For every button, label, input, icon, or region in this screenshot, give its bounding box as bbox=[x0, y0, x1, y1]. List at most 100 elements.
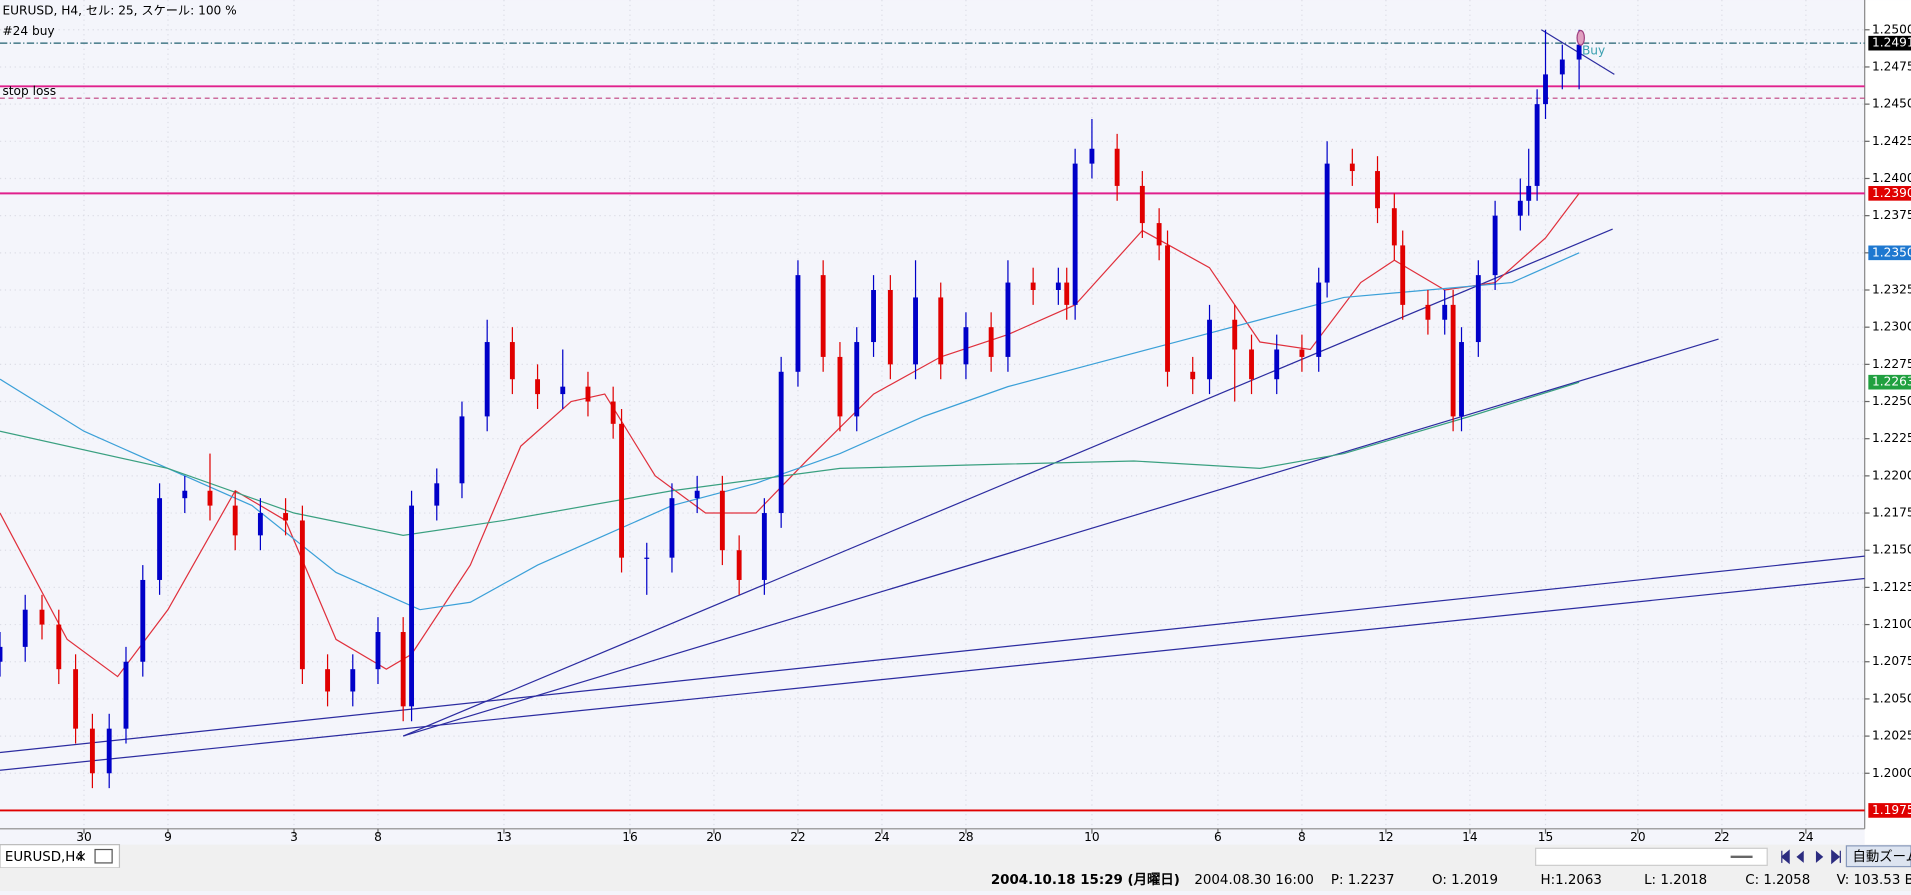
candle-body bbox=[1577, 45, 1582, 60]
candle-body bbox=[258, 513, 263, 535]
x-tick-label: 6 bbox=[1214, 830, 1222, 844]
candle-body bbox=[938, 297, 943, 364]
candle-body bbox=[1316, 283, 1321, 357]
x-tick-label: 22 bbox=[1714, 830, 1730, 844]
candle-body bbox=[1451, 305, 1456, 417]
candle-body bbox=[560, 387, 565, 394]
symbol-info: EURUSD, H4, セル: 25, スケール: 100 % bbox=[2, 4, 236, 18]
price-axis bbox=[1865, 0, 1911, 845]
x-tick-label: 13 bbox=[496, 830, 512, 844]
buy-label: Buy bbox=[1582, 44, 1605, 58]
y-tick-label: 1.2450 bbox=[1872, 97, 1911, 111]
y-tick-label: 1.2300 bbox=[1872, 320, 1911, 334]
candle-body bbox=[854, 342, 859, 416]
candle-body bbox=[1442, 305, 1447, 320]
candle-body bbox=[233, 506, 238, 536]
candle-body bbox=[40, 610, 45, 625]
x-tick-label: 30 bbox=[76, 830, 92, 844]
candle-body bbox=[762, 513, 767, 580]
candle-body bbox=[989, 327, 994, 357]
candle-body bbox=[376, 632, 381, 669]
x-tick-label: 8 bbox=[374, 830, 382, 844]
candle-body bbox=[1518, 201, 1523, 216]
candle-body bbox=[1056, 283, 1061, 290]
candle-body bbox=[535, 379, 540, 394]
candle-body bbox=[1089, 149, 1094, 164]
order-label: #24 buy bbox=[2, 24, 54, 38]
candle-body bbox=[1249, 349, 1254, 379]
candle-body bbox=[586, 387, 591, 402]
candle-body bbox=[409, 506, 414, 707]
candle-body bbox=[796, 275, 801, 372]
y-tick-label: 1.2000 bbox=[1872, 766, 1911, 780]
x-tick-label: 20 bbox=[706, 830, 722, 844]
candle-body bbox=[485, 342, 490, 416]
y-tick-label: 1.2375 bbox=[1872, 208, 1911, 222]
candle-body bbox=[1140, 186, 1145, 223]
y-tick-label: 1.2050 bbox=[1872, 691, 1911, 705]
tab-label: EURUSD,H4 bbox=[5, 850, 84, 865]
candle-body bbox=[1031, 283, 1036, 290]
status-open: O: 1.2019 bbox=[1432, 873, 1498, 888]
y-tick-label: 1.2250 bbox=[1872, 394, 1911, 408]
candle-body bbox=[644, 558, 649, 559]
stop-label: stop loss bbox=[2, 84, 56, 98]
candle-body bbox=[1274, 349, 1279, 379]
y-tick-label: 1.2400 bbox=[1872, 171, 1911, 185]
y-tick-label: 1.2150 bbox=[1872, 543, 1911, 557]
zoom-label: 自動ズーム bbox=[1853, 849, 1911, 865]
candle-body bbox=[720, 491, 725, 550]
candle-body bbox=[157, 498, 162, 580]
x-tick-label: 22 bbox=[790, 830, 806, 844]
status-time: 2004.10.18 15:29 (月曜日) bbox=[991, 872, 1180, 888]
y-tick-label: 1.2475 bbox=[1872, 59, 1911, 73]
price-label: 1.2263 bbox=[1872, 375, 1911, 389]
x-tick-label: 20 bbox=[1630, 830, 1645, 844]
candle-body bbox=[1299, 349, 1304, 356]
y-tick-label: 1.2025 bbox=[1872, 729, 1911, 743]
candle-body bbox=[1207, 320, 1212, 379]
x-tick-label: 14 bbox=[1462, 830, 1478, 844]
status-price: P: 1.2237 bbox=[1331, 873, 1395, 888]
candle-body bbox=[208, 491, 213, 506]
candle-body bbox=[325, 669, 330, 691]
price-label: 1.2390 bbox=[1872, 186, 1911, 200]
candle-body bbox=[460, 416, 465, 483]
candle-body bbox=[1535, 104, 1540, 186]
candle-body bbox=[871, 290, 876, 342]
tab-close[interactable]: × bbox=[76, 850, 87, 865]
candle-body bbox=[1459, 342, 1464, 416]
candle-body bbox=[1073, 164, 1078, 305]
y-tick-label: 1.2275 bbox=[1872, 357, 1911, 371]
candle-body bbox=[1476, 275, 1481, 342]
candle-body bbox=[140, 580, 145, 662]
buy-marker bbox=[1577, 31, 1584, 46]
candle-body bbox=[1392, 208, 1397, 245]
x-tick-label: 24 bbox=[874, 830, 890, 844]
candle-body bbox=[1560, 60, 1565, 75]
candle-body bbox=[1526, 186, 1531, 201]
candle-body bbox=[90, 729, 95, 774]
candle-body bbox=[1190, 372, 1195, 379]
status-bar-time: 2004.08.30 16:00 bbox=[1194, 873, 1314, 888]
x-tick-label: 12 bbox=[1378, 830, 1394, 844]
candle-body bbox=[964, 327, 969, 364]
x-tick-label: 3 bbox=[290, 830, 298, 844]
candle-body bbox=[1350, 164, 1355, 171]
candle-body bbox=[611, 402, 616, 424]
candle-body bbox=[401, 632, 406, 706]
candle-body bbox=[23, 610, 28, 647]
candle-body bbox=[1325, 164, 1330, 283]
y-tick-label: 1.2125 bbox=[1872, 580, 1911, 594]
candle-body bbox=[56, 625, 61, 670]
y-tick-label: 1.2075 bbox=[1872, 654, 1911, 668]
candle-body bbox=[1543, 74, 1548, 104]
candle-body bbox=[670, 498, 675, 557]
candle-body bbox=[1493, 216, 1498, 275]
y-tick-label: 1.2425 bbox=[1872, 134, 1911, 148]
candle-body bbox=[1115, 149, 1120, 186]
candle-body bbox=[1006, 283, 1011, 357]
status-high: H:1.2063 bbox=[1541, 873, 1602, 888]
